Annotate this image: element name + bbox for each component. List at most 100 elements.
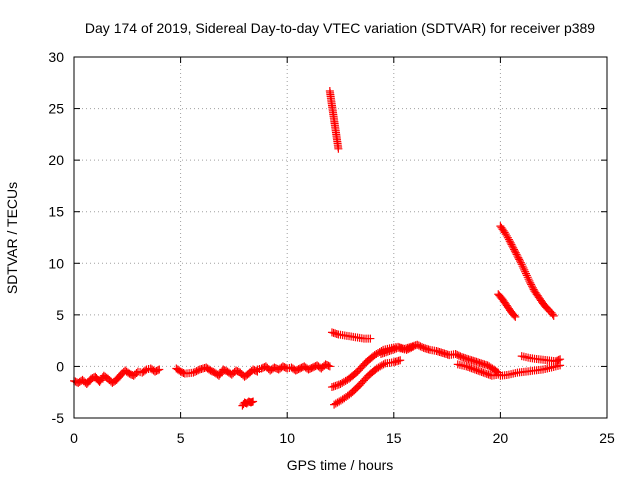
y-tick-label: 10 — [48, 255, 64, 271]
data-point — [527, 282, 536, 291]
data-point — [523, 273, 532, 282]
data-point — [510, 311, 519, 320]
data-point — [372, 364, 381, 373]
data-point — [503, 233, 512, 242]
data-point — [334, 380, 343, 389]
data-point — [465, 363, 474, 372]
data-point — [548, 310, 557, 319]
data-point — [479, 368, 488, 377]
data-point — [554, 355, 563, 364]
data-point — [331, 381, 340, 390]
data-point — [379, 360, 388, 369]
data-point — [469, 364, 478, 373]
data-points-layer — [70, 87, 565, 410]
data-point — [324, 361, 333, 370]
data-point — [515, 255, 524, 264]
data-point — [511, 312, 520, 321]
y-axis-label: SDTVAR / TECUs — [4, 182, 20, 294]
data-point — [514, 253, 523, 262]
data-point — [518, 262, 527, 271]
data-point — [462, 362, 471, 371]
series-track-7 — [327, 340, 503, 392]
data-point — [510, 245, 519, 254]
ticks-layer: 0 5 10 15 20 25 -5 0 5 10 15 20 25 30 — [48, 49, 615, 446]
data-point — [463, 363, 472, 372]
data-point — [330, 400, 339, 409]
data-point — [509, 243, 518, 252]
data-point — [517, 260, 526, 269]
data-point — [396, 356, 405, 365]
data-point — [370, 351, 379, 360]
data-point — [521, 269, 530, 278]
data-point — [467, 364, 476, 373]
x-tick-label: 10 — [279, 430, 295, 446]
data-point — [366, 334, 375, 343]
series-track-2 — [172, 363, 262, 381]
data-point — [336, 379, 345, 388]
data-point — [334, 144, 343, 153]
y-tick-label: 15 — [48, 204, 64, 220]
data-point — [385, 346, 394, 355]
data-point — [482, 369, 491, 378]
data-point — [341, 376, 350, 385]
series-track-8 — [330, 356, 405, 409]
data-point — [512, 250, 521, 259]
series-track-14 — [517, 352, 565, 366]
data-point — [475, 367, 484, 376]
data-point — [339, 377, 348, 386]
plot-frame — [73, 56, 608, 419]
data-point — [526, 278, 535, 287]
data-point — [374, 363, 383, 372]
grid-layer — [74, 57, 607, 418]
data-point — [513, 252, 522, 261]
series-track-6 — [327, 328, 375, 343]
data-point — [474, 366, 483, 375]
data-point — [407, 343, 416, 352]
data-point — [377, 361, 386, 370]
data-point — [520, 265, 529, 274]
data-point — [325, 362, 334, 371]
data-point — [382, 348, 391, 357]
y-tick-label: 0 — [56, 358, 64, 374]
data-point — [528, 283, 537, 292]
data-point — [408, 342, 417, 351]
data-point — [376, 362, 385, 371]
y-tick-label: -5 — [52, 410, 65, 426]
data-point — [327, 383, 336, 392]
data-point — [378, 349, 387, 358]
series-track-13 — [496, 361, 565, 380]
data-point — [505, 237, 514, 246]
series-track-11 — [496, 222, 558, 320]
data-point — [525, 277, 534, 286]
x-tick-label: 15 — [386, 430, 402, 446]
y-tick-label: 20 — [48, 152, 64, 168]
data-point — [331, 399, 340, 408]
data-point — [524, 275, 533, 284]
data-point — [506, 238, 515, 247]
data-point — [338, 378, 347, 387]
series-track-5 — [325, 87, 343, 153]
data-point — [472, 366, 481, 375]
data-point — [380, 348, 389, 357]
series-track-3 — [238, 397, 258, 410]
data-point — [388, 345, 397, 354]
data-point — [481, 369, 490, 378]
y-tick-label: 30 — [48, 49, 64, 65]
y-tick-label: 25 — [48, 101, 64, 117]
series-track-12 — [494, 290, 520, 321]
data-point — [333, 381, 342, 390]
data-point — [153, 366, 162, 375]
data-point — [516, 257, 525, 266]
x-tick-label: 0 — [70, 430, 78, 446]
data-point — [510, 247, 519, 256]
x-tick-label: 5 — [177, 430, 185, 446]
x-tick-label: 25 — [599, 430, 615, 446]
y-tick-label: 5 — [56, 307, 64, 323]
data-point — [387, 346, 396, 355]
data-point — [377, 350, 386, 359]
data-point — [249, 397, 258, 406]
data-point — [329, 382, 338, 391]
data-point — [556, 355, 565, 364]
data-point — [507, 240, 516, 249]
